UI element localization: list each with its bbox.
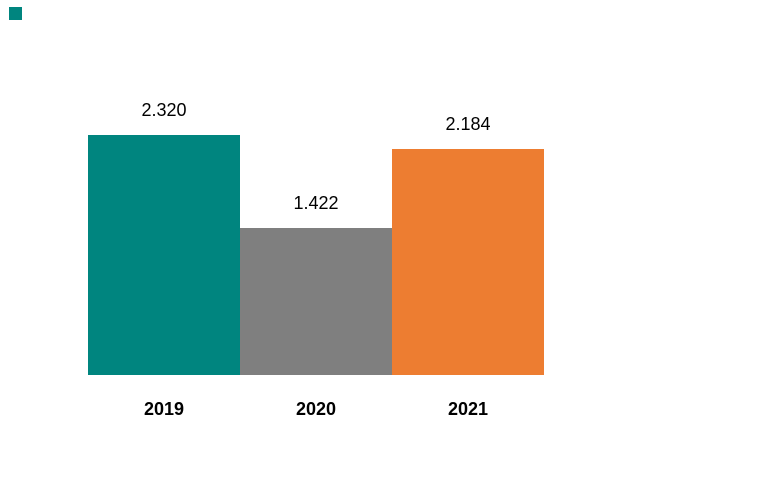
bar-2021 [392, 149, 544, 375]
bar-2019 [88, 135, 240, 375]
bar-group-2020: 1.422 [240, 0, 392, 375]
category-axis: 2019 2020 2021 [88, 399, 544, 420]
value-label-2020: 1.422 [293, 193, 339, 213]
bar-group-2019: 2.320 [88, 0, 240, 375]
bar-chart-plot-area: 2.320 1.422 2.184 [88, 0, 544, 375]
corner-mark [9, 7, 22, 20]
category-label-2020: 2020 [295, 399, 337, 419]
bar-group-2021: 2.184 [392, 0, 544, 375]
value-label-2019: 2.320 [141, 100, 187, 120]
category-label-2021: 2021 [447, 399, 489, 419]
bar-2020 [240, 228, 392, 375]
category-label-2019: 2019 [143, 399, 185, 419]
value-label-2021: 2.184 [445, 114, 491, 134]
